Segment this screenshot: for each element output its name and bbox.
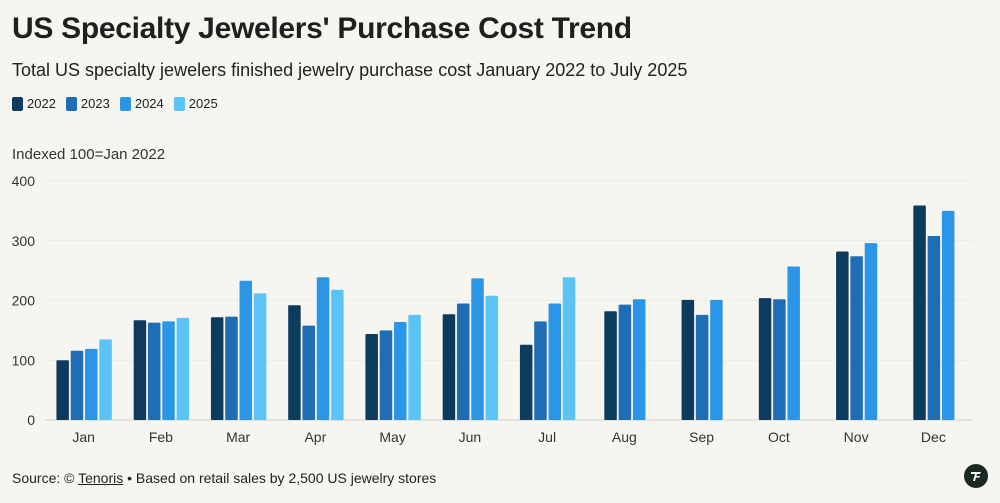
- x-tick-label: Jun: [459, 429, 482, 445]
- bar-2022-nov: [836, 251, 849, 420]
- legend-item-2023[interactable]: 2023: [65, 96, 110, 111]
- x-tick-label: May: [379, 429, 405, 445]
- bar-2024-nov: [864, 243, 878, 420]
- x-tick-label: Mar: [226, 429, 250, 445]
- legend-item-2022[interactable]: 2022: [12, 96, 56, 111]
- bar-2024-mar: [239, 280, 253, 420]
- bar-2023-aug: [618, 304, 632, 420]
- bar-2025-may: [408, 314, 421, 420]
- tenoris-logo-icon[interactable]: [964, 464, 988, 488]
- bar-2024-jan: [85, 348, 98, 420]
- bar-2023-jun: [456, 303, 470, 420]
- x-tick-label: Jan: [72, 429, 95, 445]
- bar-2023-dec: [927, 235, 941, 420]
- bar-2022-mar: [210, 317, 224, 420]
- bar-2022-oct: [758, 298, 772, 420]
- logo-glyph-icon: [971, 472, 981, 481]
- bar-2023-may: [379, 330, 393, 420]
- bar-2024-oct: [787, 266, 800, 420]
- legend-label: 2024: [134, 96, 164, 111]
- footer-source: Source: © Tenoris • Based on retail sale…: [12, 470, 436, 486]
- legend-swatch: [173, 96, 185, 111]
- chart-title: US Specialty Jewelers' Purchase Cost Tre…: [12, 12, 632, 45]
- y-tick-label: 300: [12, 233, 36, 249]
- bar-2025-feb: [176, 317, 190, 420]
- bar-2024-sep: [710, 299, 723, 420]
- x-tick-label: Dec: [921, 429, 946, 445]
- legend-swatch: [12, 96, 23, 111]
- bar-2023-apr: [302, 325, 315, 420]
- bar-2024-apr: [316, 277, 330, 420]
- x-tick-label: Feb: [149, 429, 173, 445]
- x-tick-label: Jul: [538, 429, 556, 445]
- y-tick-label: 100: [12, 352, 36, 368]
- bar-2022-aug: [604, 311, 617, 420]
- y-tick-label: 0: [27, 412, 35, 428]
- legend: 2022 2023 2024 2025: [12, 96, 218, 111]
- legend-label: 2022: [27, 96, 56, 111]
- bar-2022-jan: [56, 360, 69, 420]
- bar-2023-jul: [534, 321, 547, 420]
- bar-2023-sep: [695, 314, 709, 420]
- bar-2022-dec: [913, 205, 926, 420]
- bar-2023-jan: [70, 350, 84, 420]
- y-axis-title: Indexed 100=Jan 2022: [12, 146, 166, 163]
- chart-subtitle: Total US specialty jewelers finished jew…: [12, 60, 688, 80]
- legend-label: 2025: [188, 96, 218, 111]
- bar-2022-feb: [133, 320, 147, 420]
- x-tick-label: Apr: [304, 429, 326, 445]
- source-link[interactable]: Tenoris: [78, 470, 124, 486]
- source-prefix: Source: ©: [12, 470, 79, 486]
- x-tick-label: Nov: [844, 429, 869, 445]
- bar-2025-jan: [99, 339, 112, 420]
- x-tick-label: Aug: [612, 429, 637, 445]
- bar-2024-jun: [471, 278, 484, 420]
- bar-2022-jun: [442, 314, 456, 420]
- bar-2025-mar: [253, 293, 267, 420]
- bar-2024-may: [394, 322, 407, 420]
- bar-2022-jul: [519, 344, 533, 420]
- bar-2024-dec: [941, 210, 955, 420]
- legend-item-2024[interactable]: 2024: [119, 96, 164, 111]
- x-tick-label: Oct: [768, 429, 790, 445]
- y-tick-label: 400: [12, 173, 36, 189]
- bar-2024-feb: [162, 321, 175, 420]
- bar-2023-nov: [850, 256, 863, 420]
- bar-2025-apr: [331, 289, 344, 420]
- bar-2023-feb: [147, 322, 161, 420]
- bar-2023-mar: [225, 316, 238, 420]
- bar-2022-apr: [288, 305, 301, 420]
- bar-2024-aug: [632, 299, 646, 420]
- x-tick-label: Sep: [689, 429, 714, 445]
- bar-2024-jul: [548, 303, 562, 420]
- legend-item-2025[interactable]: 2025: [173, 96, 218, 111]
- source-suffix: • Based on retail sales by 2,500 US jewe…: [123, 470, 437, 486]
- bar-2022-sep: [681, 299, 695, 420]
- bar-2022-may: [365, 333, 378, 420]
- legend-swatch: [119, 96, 131, 111]
- legend-swatch: [65, 96, 77, 111]
- bar-2023-oct: [773, 299, 786, 420]
- legend-label: 2023: [80, 96, 110, 111]
- bar-2025-jun: [485, 295, 499, 420]
- bar-2025-jul: [562, 277, 576, 420]
- y-tick-label: 200: [12, 293, 36, 309]
